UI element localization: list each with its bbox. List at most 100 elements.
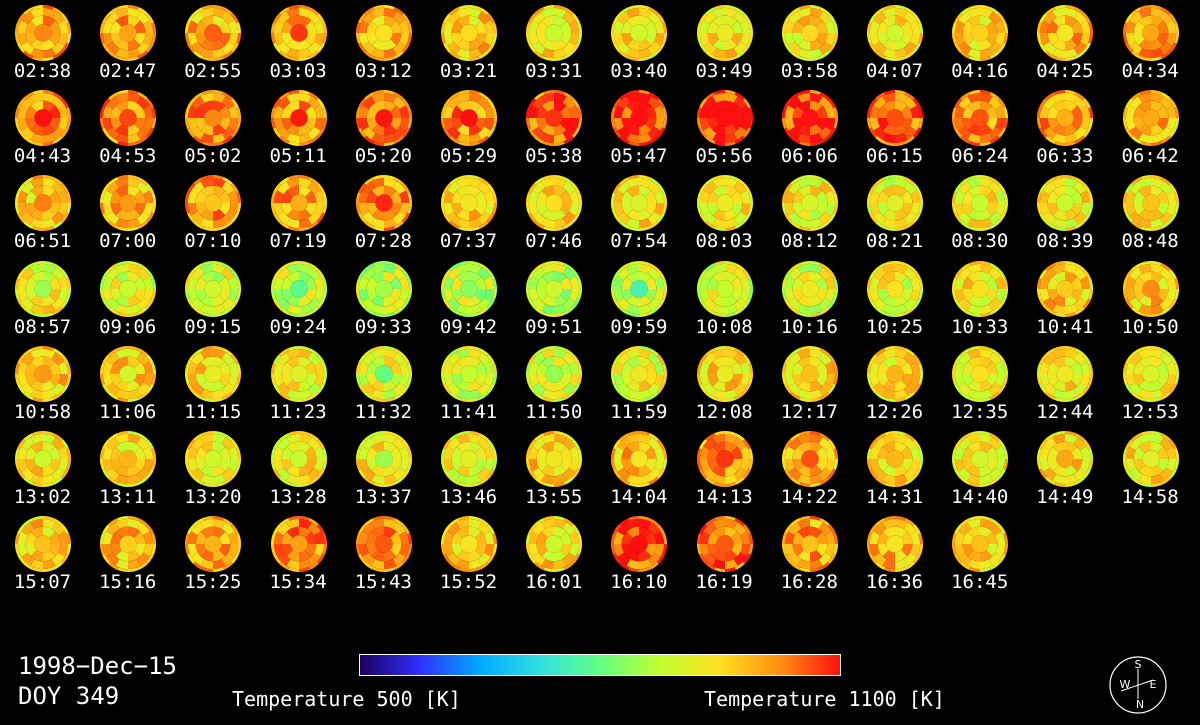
disk-patch [1124, 439, 1133, 450]
disk-patch [298, 271, 311, 283]
disk-patch [621, 276, 634, 289]
disk-patch [730, 118, 742, 131]
disk-patch [541, 474, 555, 485]
disk-patch [784, 276, 795, 289]
disk-patch [989, 177, 1001, 186]
disk-patch [366, 20, 378, 33]
time-label: 11:41 [439, 400, 498, 423]
disk-patch [873, 382, 887, 396]
disk-patch [901, 446, 913, 459]
disk-patch [25, 118, 37, 131]
disk-patch [912, 213, 921, 224]
disk-patch [617, 522, 631, 536]
disk-patch [276, 181, 290, 195]
disk-patch [792, 459, 804, 472]
disk-patch [955, 33, 966, 46]
disk-patch [281, 33, 293, 46]
disk-patch [1168, 13, 1177, 24]
disk-patch [1003, 203, 1009, 215]
disk-patch [25, 373, 37, 387]
disk-patch [449, 92, 460, 101]
disk-patch [273, 459, 284, 472]
disk-patch [187, 98, 196, 109]
disk-patch [313, 33, 324, 46]
time-label: 08:48 [1121, 230, 1179, 253]
disk-patch [809, 379, 823, 392]
disk-patch [895, 345, 906, 351]
disk-patch [478, 7, 489, 16]
disk-patch [392, 181, 406, 195]
disk-patch [398, 373, 409, 387]
disk-patch [724, 526, 737, 539]
temperature-disk [14, 430, 72, 488]
disk-patch [562, 11, 576, 25]
disk-patch [962, 459, 975, 472]
disk-patch [614, 373, 625, 387]
disk-patch [873, 552, 887, 566]
disk-patch [103, 544, 114, 557]
disk-patch [662, 22, 668, 33]
disk-patch [273, 288, 284, 302]
disk-patch [213, 218, 226, 229]
disk-patch [733, 437, 747, 451]
disk-patch [654, 361, 665, 374]
disk-patch [14, 33, 20, 44]
disk-patch [357, 98, 367, 109]
disk-patch [21, 437, 35, 451]
disk-patch [298, 441, 311, 453]
disk-patch [954, 298, 963, 309]
disk-patch [14, 363, 20, 374]
disk-patch [781, 448, 787, 459]
disk-patch [554, 271, 567, 283]
disk-patch [611, 373, 617, 385]
disk-patch [373, 56, 384, 62]
disk-patch [952, 277, 957, 289]
disk-patch [143, 118, 154, 131]
disk-patch [1074, 181, 1088, 195]
disk-patch [110, 118, 123, 131]
disk-patch [236, 192, 242, 204]
disk-patch [193, 306, 204, 315]
disk-patch [23, 306, 34, 315]
disk-patch [52, 518, 63, 527]
disk-patch [191, 212, 205, 226]
disk-patch [649, 391, 660, 400]
disk-patch [371, 271, 384, 283]
disk-patch [115, 388, 129, 399]
disk-patch [569, 118, 580, 131]
disk-patch [475, 531, 487, 545]
disk-patch [276, 126, 290, 140]
compass-n: N [1136, 698, 1144, 711]
disk-patch [980, 209, 993, 221]
disk-patch [788, 266, 802, 280]
disk-patch [554, 550, 567, 562]
disk-patch [627, 550, 640, 562]
disk-patch [901, 544, 913, 557]
disk-patch [571, 127, 581, 139]
disk-patch [1124, 383, 1133, 394]
disk-patch [962, 288, 975, 301]
disk-patch [797, 178, 810, 189]
disk-patch [17, 213, 26, 224]
disk-patch [1088, 107, 1094, 119]
disk-patch [967, 100, 981, 113]
disk-patch [713, 90, 725, 95]
disk-patch [626, 218, 640, 229]
disk-patch [1075, 177, 1086, 186]
disk-patch [469, 124, 482, 136]
disk-patch [918, 448, 924, 459]
disk-patch [952, 544, 957, 555]
disk-patch [1124, 98, 1133, 109]
disk-patch [1052, 7, 1066, 18]
temperature-disk [952, 90, 1009, 147]
disk-patch [231, 298, 240, 309]
disk-patch [562, 181, 576, 195]
disk-patch [478, 433, 489, 442]
disk-patch [895, 397, 906, 402]
disk-patch [639, 100, 652, 113]
disk-patch [1040, 33, 1051, 46]
disk-patch [389, 203, 402, 216]
disk-patch [440, 544, 446, 555]
disk-patch [191, 126, 205, 140]
disk-patch [223, 50, 234, 59]
